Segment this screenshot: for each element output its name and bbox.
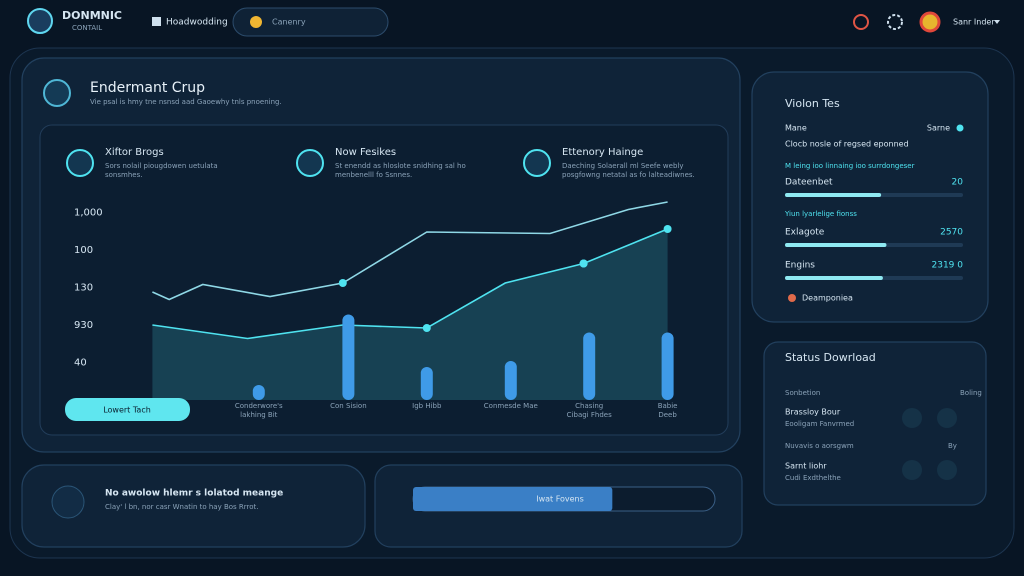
bar [252,385,265,400]
point [338,279,347,287]
notice-icon [51,485,85,519]
bar [661,332,674,400]
row-left: Mane [785,124,807,133]
point [422,324,431,332]
settings-icon[interactable] [887,14,903,30]
row-text: Clocb nosle of regsed eponned [785,140,909,149]
search-icon [250,16,262,28]
row-right: Sarne [927,124,950,133]
item-title: Sarnt liohr [785,462,827,471]
progress-fill [785,276,883,280]
alert-icon[interactable] [853,14,869,30]
x-label: Conderwore's [235,402,283,410]
section: Yiun lyarlelige fionss [784,210,857,218]
progress-label: Iwat Fovens [536,495,584,504]
button-label: Lowert Tach [103,406,151,415]
col-left: Sonbetion [785,389,820,397]
feature-title: Xiftor Brogs [105,147,164,158]
notice-title: No awolow hlemr s lolatod meange [105,489,283,499]
progress-fill [413,487,613,511]
vision-title: Violon Tes [785,97,840,110]
status-icon[interactable] [937,408,957,428]
col-right: Boling [960,389,982,397]
progress-fill [785,243,887,247]
button[interactable] [65,398,190,421]
x-label: Conmesde Mae [484,402,538,410]
x-label: Cibagi Fhdes [567,411,612,419]
x-label: Deeb [658,411,677,419]
dropdown-arrow [994,20,1000,24]
feature-text: sonsmhes. [105,171,142,179]
feature-text: Sors nolail piougdowen uetulata [105,162,218,170]
chart-card [39,124,729,436]
status-icon[interactable] [937,460,957,480]
item-value: 2570 [940,228,963,238]
y-tick-label: 100 [74,245,93,256]
x-label: Igb Hibb [412,402,442,410]
bar [583,332,596,400]
point [579,259,588,268]
feature-text: Daeching Solaerall ml Seefe webly [562,162,683,170]
feature-title: Now Fesikes [335,147,396,158]
x-label: Babie [658,402,678,410]
y-tick-label: 1,000 [74,208,103,219]
y-tick-label: 930 [74,320,93,331]
item-label: Dateenbet [785,178,833,188]
feature-title: Ettenory Hainge [562,147,643,158]
vision-footer: Deamponiea [802,294,853,303]
item-value: 2319 0 [932,261,964,271]
item-label: Engins [785,261,815,271]
y-tick-label: 130 [74,283,93,294]
status-icon[interactable] [902,460,922,480]
section: M leing ioo linnaing ioo surrdongeser [785,162,915,170]
feature-text: posgfowng netatal as fo lalteadiwnes. [562,171,695,179]
feature-icon [296,149,324,177]
footer-icon [788,294,796,302]
logo[interactable] [27,8,53,34]
x-label: lakhing Bit [240,411,278,419]
feature-icon [66,149,94,177]
area [152,229,668,400]
search-box[interactable] [232,7,389,37]
x-label: Chasing [575,402,603,410]
bar [420,367,433,400]
feature-text: menbenelll fo Ssnnes. [335,171,412,179]
browser-icon[interactable] [919,11,941,33]
main-icon [43,79,71,107]
item-label: Exlagote [785,228,825,238]
main-title: Endermant Crup [90,80,205,96]
x-label: Con Sision [330,402,367,410]
row-dot [956,124,964,132]
mid-left: Nuvavis o aorsgwm [785,442,854,450]
bar [504,361,517,400]
nav-icon [152,17,161,26]
point [663,225,672,233]
feature-icon [523,149,551,177]
item-text: Cudi Exdthelthe [785,474,841,482]
mid-right: By [948,442,957,450]
y-tick-label: 40 [74,358,87,369]
status-icon[interactable] [902,408,922,428]
main-subtitle: Vie psal is hmy tne nsnsd aad Gaoewhy tn… [90,98,282,106]
bar [342,314,355,400]
item-title: Brassloy Bour [785,408,841,417]
progress-fill [785,193,882,197]
nav[interactable]: Hoadwodding [166,18,228,28]
user[interactable]: Sanr Inder [953,18,995,27]
notice-panel [21,464,366,548]
notice-text: Clay' l bn, nor casr Wnatin to hay Bos R… [105,503,259,511]
item-text: Eooligam Fanvrmed [785,420,854,428]
item-value: 20 [952,178,964,188]
search-text: Canenry [272,18,306,27]
status-panel [763,341,987,506]
feature-text: St enendd as hloslote snidhing sal ho [335,162,466,170]
brand: DONMNIC [62,9,122,22]
status-title: Status Dowrload [785,351,876,364]
brand-sub: CONTAIL [72,24,102,32]
